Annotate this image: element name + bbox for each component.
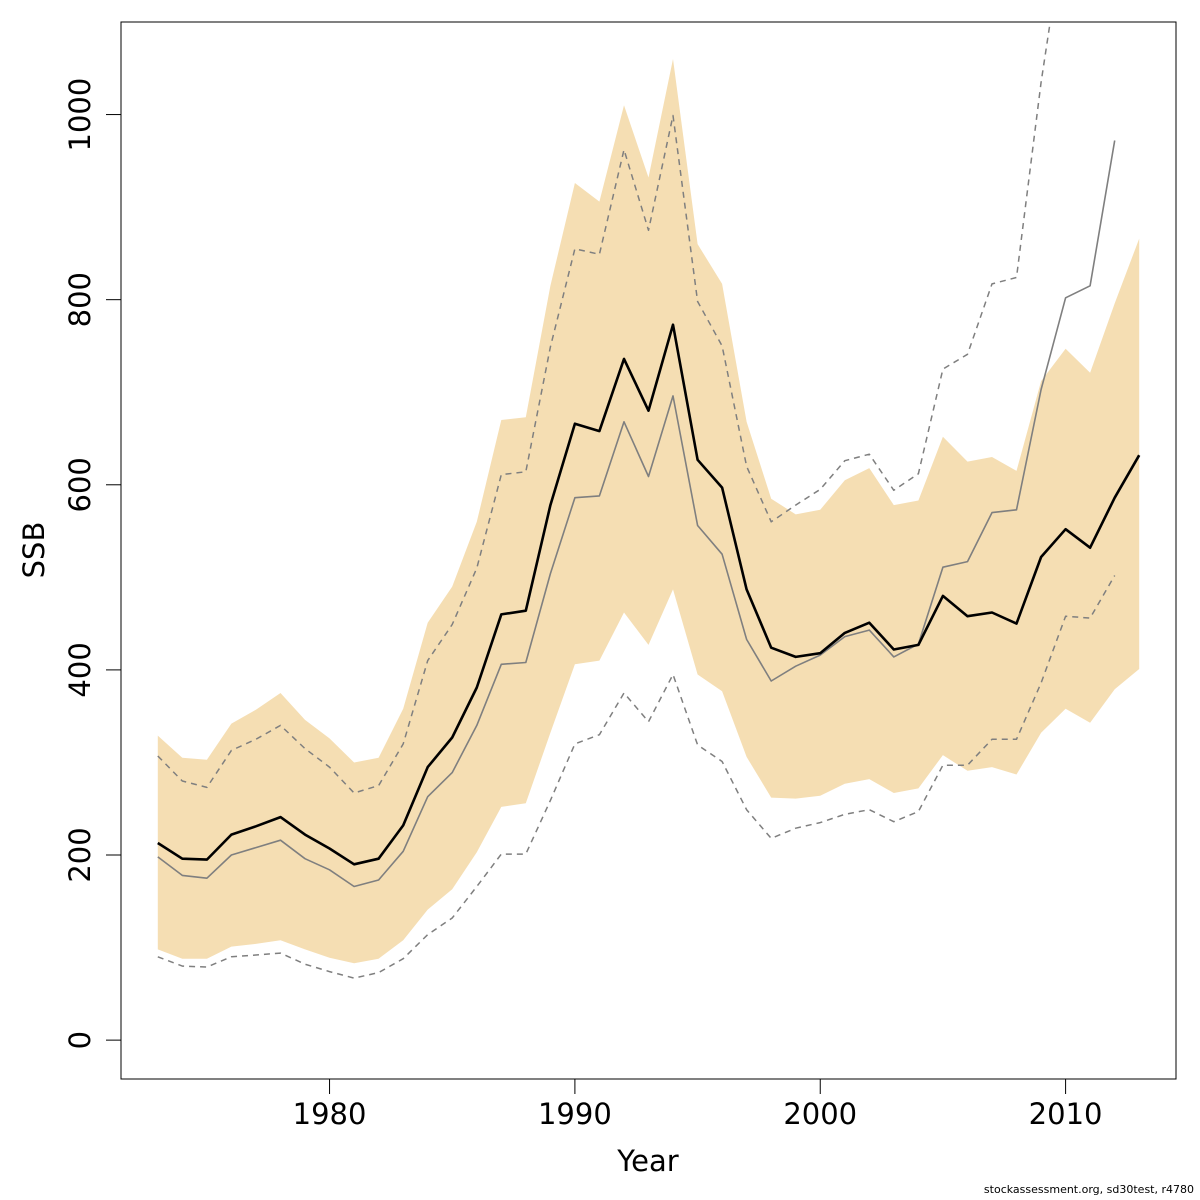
y-axis-label: SSB [17, 522, 51, 579]
y-tick-label: 0 [63, 1031, 97, 1049]
y-tick-label: 200 [63, 827, 97, 882]
y-tick-label: 600 [63, 457, 97, 512]
x-tick-label: 2010 [1029, 1097, 1103, 1131]
retro-ci-line-2 [157, 575, 1116, 979]
retro-estimate-line-1 [157, 140, 1116, 888]
y-tick-label: 800 [63, 272, 97, 327]
x-tick-label: 1980 [293, 1097, 367, 1131]
credit-footnote: stockassessment.org, sd30test, r4780 [983, 1183, 1194, 1196]
x-tick-label: 1990 [538, 1097, 612, 1131]
plot-area [157, 22, 1141, 979]
x-axis: 1980 1990 2000 2010 [293, 1078, 1103, 1131]
y-tick-label: 400 [63, 642, 97, 697]
retro-ci-line-3 [157, 22, 1051, 794]
y-tick-label: 1000 [63, 78, 97, 152]
ssb-estimate-line-0 [157, 323, 1141, 866]
confidence-band [157, 59, 1140, 964]
x-axis-label: Year [616, 1144, 678, 1178]
x-tick-label: 2000 [783, 1097, 857, 1131]
y-axis: 0 200 400 600 800 1000 [63, 78, 122, 1049]
